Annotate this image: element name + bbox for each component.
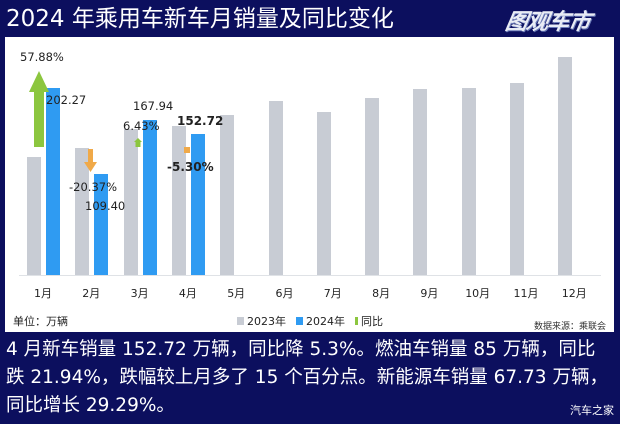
bar-2023-12 — [558, 57, 573, 276]
bar-2023-9 — [413, 89, 428, 276]
legend-swatch-2024 — [296, 317, 303, 325]
bar-2024-4 — [190, 133, 205, 276]
x-tick-label: 5月 — [227, 287, 246, 300]
bar-2023-5 — [220, 115, 235, 276]
legend-label-2024: 2024年 — [306, 315, 345, 328]
yoy-label-3: 6.43% — [123, 119, 160, 133]
legend-label-yoy: 同比 — [361, 315, 383, 328]
up-arrow-icon — [134, 138, 142, 147]
yoy-label-2: -20.37% — [69, 180, 117, 194]
yoy-label-1: 57.88% — [20, 50, 64, 64]
value-label-3: 167.94 — [133, 99, 174, 113]
bar-2023-2 — [75, 148, 90, 276]
x-tick-label: 12月 — [561, 287, 587, 300]
watermark: 汽车之家 — [570, 404, 614, 417]
unit-label: 单位：万辆 — [13, 315, 68, 328]
bar-2023-4 — [171, 125, 186, 276]
legend-item-2023: 2023年 — [237, 313, 286, 329]
x-tick-label: 9月 — [420, 287, 439, 300]
x-tick-label: 8月 — [372, 287, 391, 300]
x-tick-label: 11月 — [513, 287, 539, 300]
bar-2024-2 — [94, 174, 109, 276]
x-tick-label: 6月 — [275, 287, 294, 300]
description-text: 4 月新车销量 152.72 万辆，同比降 5.3%。燃油车销量 85 万辆，同… — [6, 339, 608, 416]
bar-2024-3 — [142, 119, 157, 276]
down-arrow-icon — [84, 149, 97, 172]
bar-2023-8 — [365, 98, 380, 276]
bar-2023-10 — [461, 88, 476, 276]
brand-logo: 图观车市 — [503, 4, 614, 35]
down-arrow-icon — [184, 147, 190, 153]
brand-logo-text: 图观车市 — [503, 10, 592, 35]
chart-panel: 1月 2月 3月 4月 5月 6月 7月 8月 9月 10月 11月 12月 202.27 57.88%… — [5, 37, 614, 332]
x-tick-label: 10月 — [465, 287, 491, 300]
x-tick-label: 1月 — [34, 287, 52, 300]
chart-title: 2024 年乘用车新车月销量及同比变化 — [6, 6, 394, 32]
arrow-icon — [355, 317, 358, 325]
x-tick-label: 7月 — [323, 287, 342, 300]
bar-2024-1 — [46, 87, 60, 276]
x-tick-label: 4月 — [178, 287, 197, 300]
bar-2023-6 — [268, 101, 283, 276]
bar-2023-11 — [510, 82, 524, 276]
bar-2023-7 — [316, 112, 331, 276]
x-tick-label: 3月 — [130, 287, 149, 300]
data-source: 数据来源：乘联会 — [533, 322, 606, 332]
yoy-arrows — [29, 71, 190, 172]
legend-swatch-2023 — [237, 317, 244, 325]
value-label-4: 152.72 — [177, 114, 224, 128]
bar-2023-1 — [27, 156, 41, 276]
yoy-label-4: -5.30% — [167, 160, 214, 174]
legend-item-2024: 2024年 — [296, 313, 345, 329]
legend: 2023年 2024年 同比 — [237, 313, 383, 329]
bar-2023-3 — [123, 129, 138, 276]
x-axis-line — [19, 275, 601, 276]
up-arrow-icon — [29, 71, 49, 147]
value-label-2: 109.40 — [85, 199, 126, 213]
legend-item-yoy: 同比 — [355, 313, 383, 329]
legend-label-2023: 2023年 — [247, 315, 286, 328]
value-label-1: 202.27 — [46, 93, 87, 107]
x-tick-label: 2月 — [82, 287, 101, 300]
